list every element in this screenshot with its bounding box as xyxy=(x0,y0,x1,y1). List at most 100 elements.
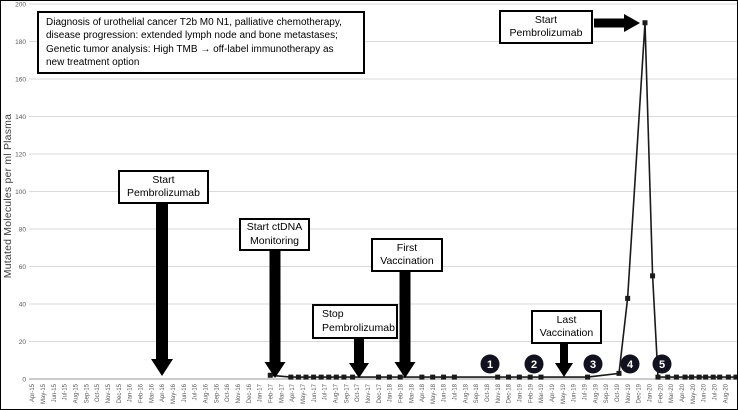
data-point-marker xyxy=(682,374,688,380)
data-point-marker xyxy=(725,374,731,380)
y-tick-label: 60 xyxy=(19,264,27,271)
x-tick-label: Mar-17 xyxy=(279,383,285,403)
data-point-marker xyxy=(350,374,356,380)
x-tick-label: Dec-15 xyxy=(117,383,123,403)
arrow-shaft xyxy=(399,272,411,362)
x-tick-label: Sep-18 xyxy=(474,383,480,403)
data-point-marker xyxy=(318,374,324,380)
arrow-head-down xyxy=(349,363,369,378)
x-tick-label: Apr-15 xyxy=(30,383,36,402)
x-tick-label: Apr-19 xyxy=(550,383,556,402)
data-point-marker xyxy=(397,374,403,380)
data-point-marker xyxy=(451,374,457,380)
x-tick-label: Aug-16 xyxy=(203,383,209,403)
x-tick-label: May-16 xyxy=(171,383,177,404)
annotation-start-ctdna-monitoring: Start ctDNA Monitoring xyxy=(239,218,310,251)
arrow-shaft xyxy=(354,339,364,363)
x-tick-label: Apr-17 xyxy=(290,383,296,402)
data-point-marker xyxy=(516,374,522,380)
data-point-marker xyxy=(710,374,716,380)
data-point-marker xyxy=(386,374,392,380)
x-tick-label: Sep-15 xyxy=(84,383,90,403)
event-circle-2 xyxy=(524,354,544,374)
x-tick-label: Apr-18 xyxy=(420,383,426,402)
x-tick-label: Aug-19 xyxy=(593,383,599,403)
data-point-marker xyxy=(341,374,347,380)
data-point-marker xyxy=(506,374,512,380)
x-tick-label: May-15 xyxy=(41,383,47,404)
annotation-start-pembrolizumab-early: Start Pembrolizumab xyxy=(118,170,209,204)
x-tick-label: Nov-19 xyxy=(626,383,632,403)
x-tick-label: Dec-17 xyxy=(377,383,383,403)
data-point-marker xyxy=(333,374,339,380)
x-tick-label: May-17 xyxy=(301,383,307,404)
data-point-marker xyxy=(655,374,661,380)
x-tick-label: Feb-18 xyxy=(398,383,404,403)
y-tick-label: 0 xyxy=(22,376,26,383)
x-tick-label: Feb-17 xyxy=(268,383,274,403)
x-tick-label: Feb-16 xyxy=(139,383,145,403)
x-tick-label: Mar-20 xyxy=(669,383,675,403)
x-tick-label: Jul-20 xyxy=(712,383,718,400)
x-tick-label: Jun-20 xyxy=(702,383,708,402)
data-point-marker xyxy=(311,374,317,380)
data-point-marker xyxy=(616,370,622,376)
data-point-marker xyxy=(441,374,447,380)
x-tick-label: Nov-16 xyxy=(236,383,242,403)
x-tick-label: Oct-19 xyxy=(615,383,621,402)
data-point-marker xyxy=(267,372,273,378)
x-tick-label: Aug-18 xyxy=(463,383,469,403)
event-circle-4 xyxy=(620,354,640,374)
x-tick-label: Feb-20 xyxy=(658,383,664,403)
data-point-marker xyxy=(419,374,425,380)
event-circle-number: 2 xyxy=(531,359,537,371)
arrow-shaft xyxy=(560,344,568,363)
x-tick-label: May-18 xyxy=(431,383,437,404)
annotation-start-pembrolizumab-late: Start Pembrolizumab xyxy=(499,10,593,44)
data-point-marker xyxy=(495,374,501,380)
x-tick-label: Dec-18 xyxy=(507,383,513,403)
data-point-marker xyxy=(430,374,436,380)
data-point-marker xyxy=(665,374,671,380)
y-tick-label: 80 xyxy=(19,226,27,233)
arrow-head-down xyxy=(151,359,173,376)
data-point-marker xyxy=(326,374,332,380)
x-tick-label: Sep-17 xyxy=(344,383,350,403)
x-tick-label: May-20 xyxy=(691,383,697,404)
x-tick-label: Jun-15 xyxy=(52,383,58,402)
x-tick-label: Sep-19 xyxy=(604,383,610,403)
x-tick-label: May-19 xyxy=(561,383,567,404)
x-tick-label: Jun-17 xyxy=(312,383,318,402)
x-tick-label: Jun-19 xyxy=(572,383,578,402)
x-tick-label: Dec-19 xyxy=(637,383,643,403)
data-point-marker xyxy=(625,295,631,301)
data-point-marker xyxy=(733,374,737,380)
x-tick-label: Jan-17 xyxy=(258,383,264,402)
arrow-head-down xyxy=(394,362,416,378)
arrow-head-down xyxy=(264,362,286,378)
x-tick-label: Oct-16 xyxy=(225,383,231,402)
x-tick-label: Nov-18 xyxy=(496,383,502,403)
y-tick-label: 160 xyxy=(15,76,26,83)
event-circle-number: 3 xyxy=(590,359,596,371)
x-tick-label: Jan-20 xyxy=(648,383,654,402)
data-point-marker xyxy=(288,374,294,380)
diagnosis-info-box: Diagnosis of urothelial cancer T2b M0 N1… xyxy=(37,11,365,75)
x-tick-label: Oct-15 xyxy=(95,383,101,402)
data-point-marker xyxy=(376,374,382,380)
x-tick-label: Jul-16 xyxy=(193,383,199,400)
data-point-marker xyxy=(642,20,648,26)
event-circle-1 xyxy=(480,354,500,374)
x-tick-label: Mar-16 xyxy=(149,383,155,403)
event-circle-number: 4 xyxy=(627,359,634,371)
y-tick-label: 140 xyxy=(15,114,26,121)
data-point-marker xyxy=(538,374,544,380)
y-tick-label: 120 xyxy=(15,151,26,158)
x-tick-label: Nov-17 xyxy=(366,383,372,403)
y-tick-label: 100 xyxy=(15,189,26,196)
x-tick-label: Jul-17 xyxy=(323,383,329,400)
arrow-head-right xyxy=(624,14,640,32)
arrow-shaft xyxy=(594,18,624,28)
